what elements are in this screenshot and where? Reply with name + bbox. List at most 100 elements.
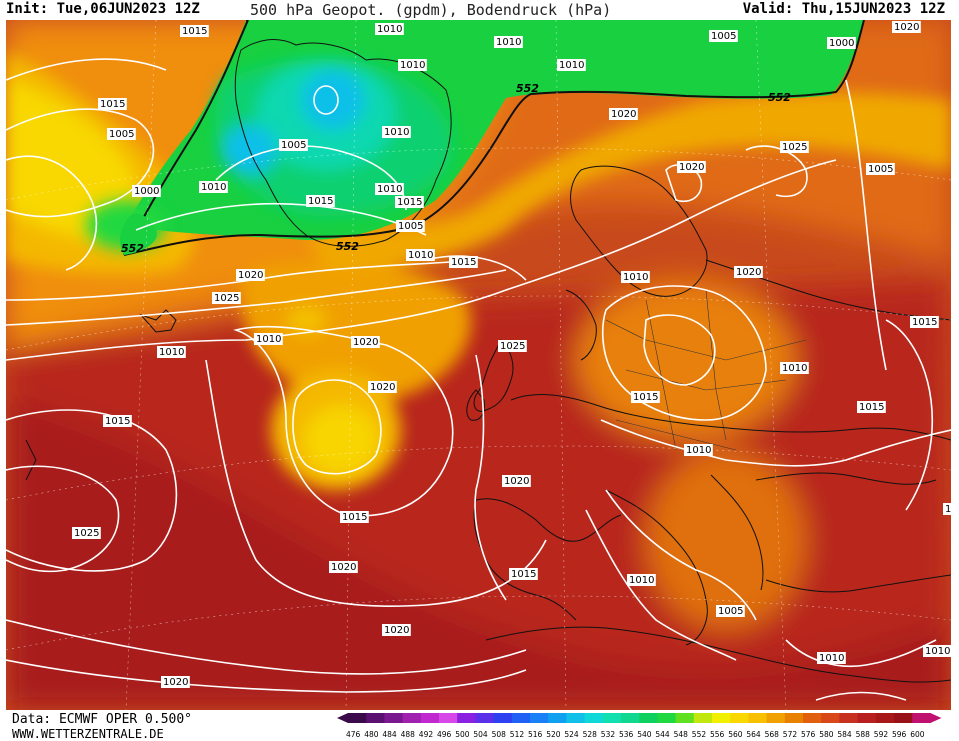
colorbar-tick-label: 500 (455, 730, 470, 739)
isobar-label-box (132, 185, 161, 197)
isobar-label: 1015 (859, 402, 884, 413)
borders (605, 289, 807, 451)
colorbar-cell (693, 713, 713, 723)
isobar-label-box (329, 561, 358, 573)
isobar-label: 1015 (633, 392, 658, 403)
colorbar-cell (748, 713, 768, 723)
geopot-label: 552 (121, 242, 144, 255)
isobar-label-box (103, 415, 132, 427)
colorbar-cell (566, 713, 586, 723)
colorbar-tick-label: 556 (710, 730, 725, 739)
website-credit: WWW.WETTERZENTRALE.DE (12, 727, 164, 741)
isobar-label-box (406, 249, 435, 261)
colorbar-tick-label: 600 (910, 730, 925, 739)
colorbar-tick-label: 572 (783, 730, 798, 739)
colorbar-tick-label: 596 (892, 730, 907, 739)
colorbar-tick-label: 548 (674, 730, 689, 739)
colorbar-cell (875, 713, 895, 723)
colorbar-left-arrow (337, 713, 348, 723)
isobar-label-box (375, 23, 404, 35)
colorbar-cell (621, 713, 640, 723)
isobar-label: 1020 (679, 162, 704, 173)
colorbar-tick-label: 544 (655, 730, 670, 739)
isobar-label: 1015 (100, 99, 125, 110)
isobar-label: 1010 (377, 24, 402, 35)
colorbar-tick-label: 504 (473, 730, 488, 739)
colorbar-cell (348, 713, 367, 723)
isobar-label: 1010 (377, 184, 402, 195)
colorbar-cell (475, 713, 495, 723)
colorbar-tick-label: 512 (510, 730, 525, 739)
isobar-label-box (398, 59, 427, 71)
isobar-label-box (631, 391, 660, 403)
valid-time: Valid: Thu,15JUN2023 12Z (742, 1, 945, 17)
isobar-label-box (709, 30, 738, 42)
isobar-label-box (396, 220, 425, 232)
isobar-label-box (375, 183, 404, 195)
isobar-label-box (734, 266, 763, 278)
isobar-label: 1010 (201, 182, 226, 193)
isobar-label: 1010 (686, 445, 711, 456)
colorbar-cell (439, 713, 458, 723)
colorbar-tick-label: 540 (637, 730, 652, 739)
isobar-label-box (157, 346, 186, 358)
isobar-label: 1020 (384, 625, 409, 636)
isobar-label: 1015 (397, 197, 422, 208)
isobar-label-box (780, 141, 809, 153)
isobar-label-box (180, 25, 209, 37)
isobar-label-box (943, 503, 951, 515)
isobar-label: 1010 (400, 60, 425, 71)
colorbar-cell (657, 713, 677, 723)
colorbar-cell (530, 713, 549, 723)
colorbar-cell (730, 713, 749, 723)
colorbar-tick-label: 576 (801, 730, 816, 739)
isobar-label-box (494, 36, 523, 48)
isobar-label: 1020 (894, 22, 919, 33)
isobar-label: 1000 (134, 186, 159, 197)
colorbar-cell (493, 713, 513, 723)
isobar-label: 1000 (829, 38, 854, 49)
isobar-label-box (677, 161, 706, 173)
isobar-label: 1015 (182, 26, 207, 37)
isobar-label-box (557, 59, 586, 71)
isobar-label-box (892, 21, 921, 33)
colorbar-cell (384, 713, 404, 723)
isobar-label-box (279, 139, 308, 151)
colorbar-tick-label: 588 (856, 730, 871, 739)
colorbar-cell (402, 713, 422, 723)
isobar-label-box (236, 269, 265, 281)
colorbar-cell (857, 713, 877, 723)
colorbar-cell (675, 713, 695, 723)
colorbar-cell (803, 713, 822, 723)
isobar-label-box (161, 676, 190, 688)
isobar-label-box (857, 401, 886, 413)
isobar-label-box (199, 181, 228, 193)
isobar-label-box (627, 574, 656, 586)
colorbar-tick-label: 476 (346, 730, 361, 739)
isobar-label: 1020 (736, 267, 761, 278)
isobar-label-box (382, 126, 411, 138)
map-canvas: 552 552 552 552 1015 1010 1010 1005 1000 1020… (6, 20, 951, 710)
isobar-label: 1005 (281, 140, 306, 151)
colorbar-cell (511, 713, 531, 723)
isobar-label-box (340, 511, 369, 523)
init-time: Init: Tue,06JUN2023 12Z (6, 1, 200, 17)
map-title: 500 hPa Geopot. (gpdm), Bodendruck (hPa) (250, 1, 612, 19)
isobar-label-box (817, 652, 846, 664)
isobar-label: 1020 (238, 270, 263, 281)
isobar-label: 1020 (370, 382, 395, 393)
isobar-label-box (502, 475, 531, 487)
colorbar-tick-label: 508 (492, 730, 507, 739)
colorbar-cell (766, 713, 786, 723)
map-header: Init: Tue,06JUN2023 12Z 500 hPa Geopot. … (0, 0, 959, 20)
colorbar-cell (420, 713, 440, 723)
isobar-labels: 1015 1010 1010 1005 1000 1020 1015 1010 1010 1005… (72, 21, 951, 688)
colorbar-tick-label: 484 (382, 730, 397, 739)
isobar-label: 1025 (782, 142, 807, 153)
isobar-label-box (866, 163, 895, 175)
isobar-label: 1005 (868, 164, 893, 175)
isobar-label-box (212, 292, 241, 304)
colorbar-tick-label: 580 (819, 730, 834, 739)
colorbar-cell (912, 713, 931, 723)
geopotential-field (6, 20, 951, 710)
